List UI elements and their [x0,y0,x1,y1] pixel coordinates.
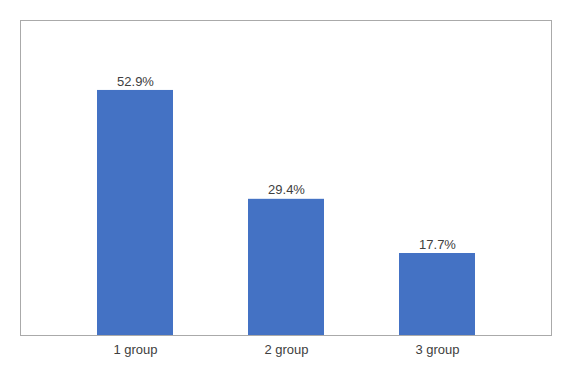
svg-text:1 group: 1 group [113,342,157,357]
svg-text:2 group: 2 group [264,342,308,357]
svg-text:3 group: 3 group [415,342,459,357]
svg-text:29.4%: 29.4% [268,182,305,197]
svg-text:17.7%: 17.7% [419,237,456,252]
svg-text:52.9%: 52.9% [117,74,154,89]
